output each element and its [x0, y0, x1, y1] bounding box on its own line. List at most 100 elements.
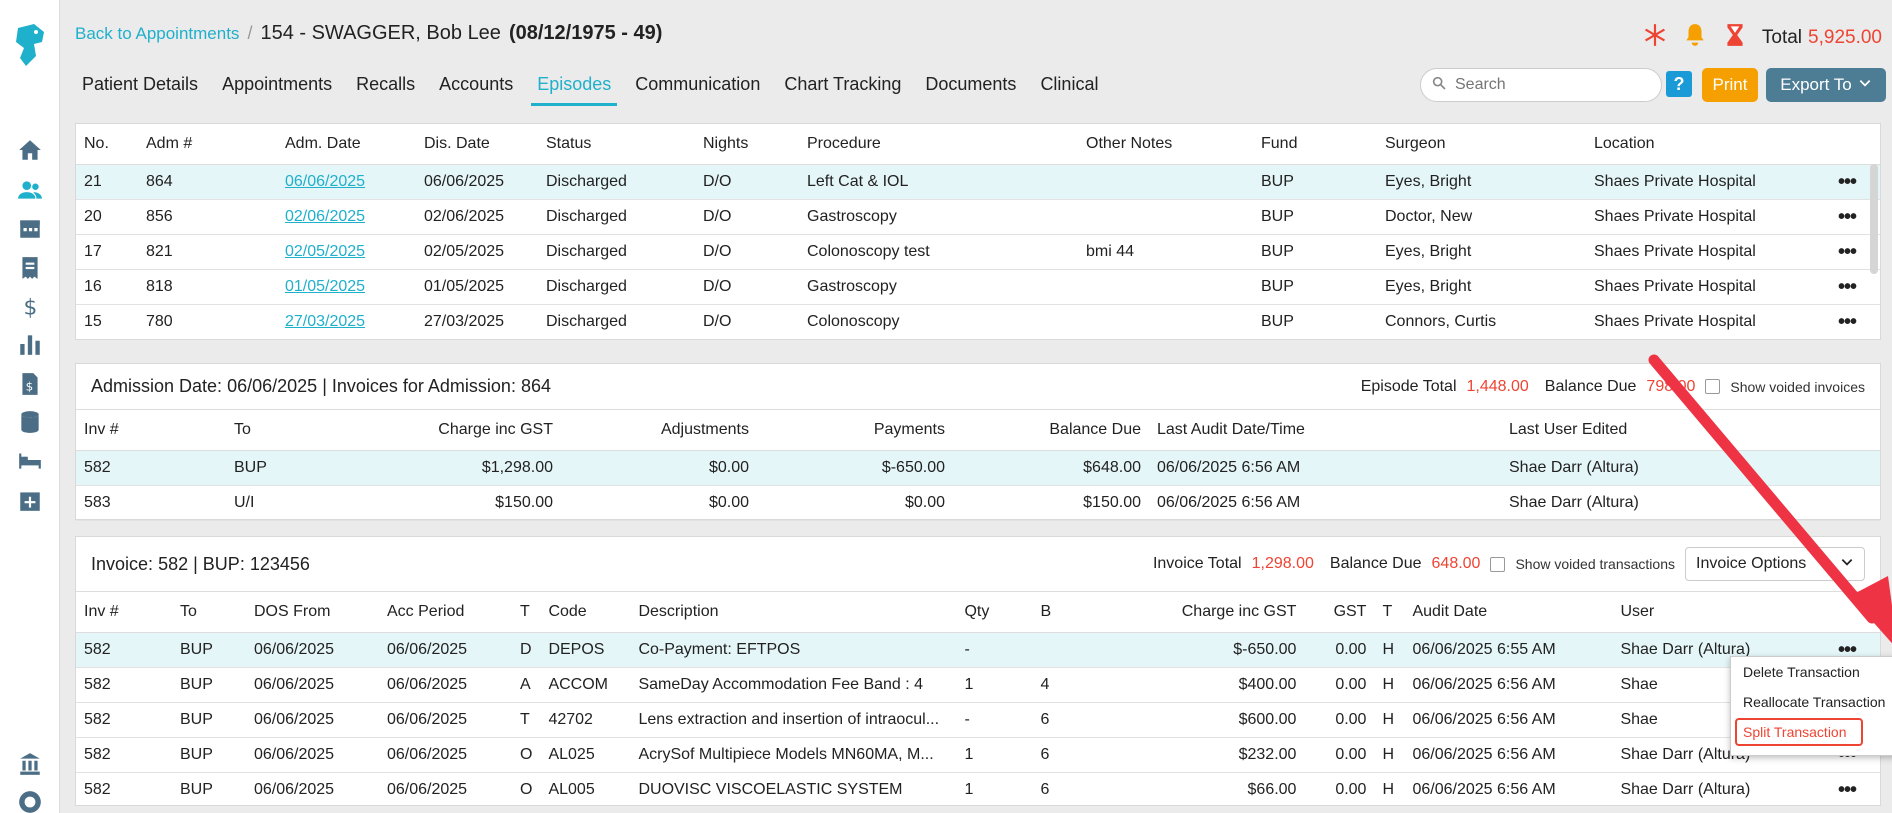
database-icon[interactable]: [16, 408, 44, 436]
row-actions-more-icon[interactable]: •••: [1830, 304, 1880, 339]
col-header[interactable]: Status: [538, 124, 695, 165]
col-header[interactable]: B: [1032, 592, 1073, 633]
row-actions-more-icon[interactable]: •••: [1830, 269, 1880, 305]
transaction-row[interactable]: 582 BUP 06/06/2025 06/06/2025 O AL005 DUOVISC …: [76, 772, 1880, 805]
episode-row[interactable]: 17 821 02/05/2025 02/05/2025 Discharged D/O Co…: [76, 234, 1880, 270]
episodes-scrollbar[interactable]: [1870, 164, 1878, 274]
split-transaction-menu-item[interactable]: Split Transaction: [1735, 718, 1863, 746]
show-voided-transactions-label[interactable]: Show voided transactions: [1515, 556, 1675, 572]
receipt-icon[interactable]: [16, 254, 44, 282]
col-header[interactable]: Balance Due: [953, 410, 1149, 451]
show-voided-invoices-label[interactable]: Show voided invoices: [1730, 378, 1865, 395]
row-actions-more-icon[interactable]: •••: [1830, 772, 1880, 805]
building-icon[interactable]: [16, 750, 44, 778]
tab-clinical[interactable]: Clinical: [1040, 74, 1099, 94]
col-header[interactable]: Other Notes: [1078, 124, 1253, 165]
transaction-cell-dos: 06/06/2025: [246, 667, 379, 703]
admission-date-link[interactable]: 02/05/2025: [285, 242, 366, 260]
bar-chart-icon[interactable]: [16, 330, 44, 358]
episode-row[interactable]: 16 818 01/05/2025 01/05/2025 Discharged D/O Ga…: [76, 269, 1880, 305]
app-logo-icon[interactable]: [12, 22, 48, 70]
col-header[interactable]: Surgeon: [1377, 124, 1586, 165]
tab-recalls[interactable]: Recalls: [356, 74, 416, 94]
col-header[interactable]: T: [1374, 592, 1405, 633]
transaction-row[interactable]: 582 BUP 06/06/2025 06/06/2025 T 42702 Lens ext…: [76, 702, 1880, 738]
transaction-cell-acc: 06/06/2025: [379, 632, 512, 668]
transaction-cell-b: 6: [1032, 772, 1073, 805]
transaction-row[interactable]: 582 BUP 06/06/2025 06/06/2025 A ACCOM SameDay …: [76, 667, 1880, 703]
back-to-appointments-link[interactable]: Back to Appointments: [75, 23, 240, 43]
col-header[interactable]: Inv #: [76, 410, 226, 451]
transaction-row[interactable]: 582 BUP 06/06/2025 06/06/2025 O AL025 AcrySof …: [76, 737, 1880, 773]
col-header[interactable]: To: [226, 410, 346, 451]
col-header[interactable]: Dis. Date: [416, 124, 538, 165]
dollar-icon[interactable]: $: [16, 292, 44, 320]
col-header[interactable]: Last User Edited: [1501, 410, 1880, 451]
support-icon[interactable]: [16, 788, 44, 813]
col-header[interactable]: Charge inc GST: [1072, 592, 1305, 633]
col-header[interactable]: Nights: [695, 124, 799, 165]
col-header[interactable]: Audit Date: [1404, 592, 1613, 633]
admission-invoice-row[interactable]: 583 U/I $150.00 $0.00 $0.00 $150.00 06/06/2025…: [76, 485, 1880, 521]
show-voided-invoices-checkbox[interactable]: [1705, 379, 1721, 394]
col-header[interactable]: Procedure: [799, 124, 1078, 165]
asterisk-alert-icon[interactable]: [1642, 22, 1668, 54]
admission-date-link[interactable]: 02/06/2025: [285, 207, 366, 225]
print-button[interactable]: Print: [1702, 68, 1758, 102]
delete-transaction-menu-item[interactable]: Delete Transaction: [1743, 664, 1860, 680]
admission-date-link[interactable]: 01/05/2025: [285, 277, 366, 295]
search-input[interactable]: [1455, 76, 1645, 94]
col-header[interactable]: T: [512, 592, 541, 633]
transaction-row[interactable]: 582 BUP 06/06/2025 06/06/2025 D DEPOS Co-Payme…: [76, 632, 1880, 668]
col-header[interactable]: Fund: [1253, 124, 1377, 165]
episode-cell-fund: BUP: [1253, 164, 1377, 200]
bell-icon[interactable]: [1682, 22, 1708, 54]
tab-episodes[interactable]: Episodes: [525, 72, 623, 106]
col-header[interactable]: GST: [1304, 592, 1375, 633]
episode-row[interactable]: 20 856 02/06/2025 02/06/2025 Discharged D/O Ga…: [76, 199, 1880, 235]
col-header[interactable]: Adjustments: [561, 410, 757, 451]
reallocate-transaction-menu-item[interactable]: Reallocate Transaction: [1743, 694, 1886, 710]
export-to-button[interactable]: Export To: [1766, 68, 1886, 102]
col-header[interactable]: Charge inc GST: [346, 410, 561, 451]
col-header[interactable]: Acc Period: [379, 592, 512, 633]
show-voided-transactions-checkbox[interactable]: [1490, 556, 1506, 572]
episode-row[interactable]: 15 780 27/03/2025 27/03/2025 Discharged D/O Co…: [76, 304, 1880, 339]
admission-date-link[interactable]: 27/03/2025: [285, 312, 366, 330]
episode-cell-notes: [1078, 164, 1253, 200]
home-icon[interactable]: [16, 136, 44, 164]
col-header[interactable]: Inv #: [76, 592, 172, 633]
calendar-icon[interactable]: [16, 214, 44, 242]
tab-accounts[interactable]: Accounts: [439, 74, 514, 94]
tab-appointments[interactable]: Appointments: [222, 74, 333, 94]
transaction-cell-dos: 06/06/2025: [246, 737, 379, 773]
tab-chart-tracking[interactable]: Chart Tracking: [784, 74, 902, 94]
patients-icon[interactable]: [16, 176, 44, 204]
col-header[interactable]: Adm #: [138, 124, 277, 165]
col-header[interactable]: Payments: [757, 410, 953, 451]
col-header[interactable]: To: [172, 592, 246, 633]
bed-icon[interactable]: [16, 446, 44, 474]
tab-documents[interactable]: Documents: [925, 74, 1017, 94]
col-header[interactable]: DOS From: [246, 592, 379, 633]
invoices-for-admission-value: 864: [520, 376, 552, 396]
col-header[interactable]: Code: [540, 592, 631, 633]
admission-invoice-row[interactable]: 582 BUP $1,298.00 $0.00 $-650.00 $648.00 06/06…: [76, 450, 1880, 486]
col-header[interactable]: Last Audit Date/Time: [1149, 410, 1501, 451]
tab-patient-details[interactable]: Patient Details: [82, 74, 199, 94]
invoice-icon[interactable]: $: [16, 370, 44, 398]
col-header[interactable]: User: [1612, 592, 1830, 633]
tab-communication[interactable]: Communication: [635, 74, 761, 94]
episode-row[interactable]: 21 864 06/06/2025 06/06/2025 Discharged D/O Le…: [76, 164, 1880, 200]
admission-date-link[interactable]: 06/06/2025: [285, 172, 366, 190]
col-header[interactable]: Adm. Date: [277, 124, 416, 165]
col-header[interactable]: Description: [630, 592, 957, 633]
episode-cell-notes: [1078, 304, 1253, 339]
col-header[interactable]: No.: [76, 124, 138, 165]
help-button[interactable]: ?: [1666, 71, 1692, 97]
col-header[interactable]: Qty: [956, 592, 1033, 633]
col-header[interactable]: Location: [1586, 124, 1830, 165]
calendar-plus-icon[interactable]: [16, 486, 44, 514]
hourglass-icon[interactable]: [1722, 22, 1748, 54]
transaction-cell-to: BUP: [172, 667, 246, 703]
